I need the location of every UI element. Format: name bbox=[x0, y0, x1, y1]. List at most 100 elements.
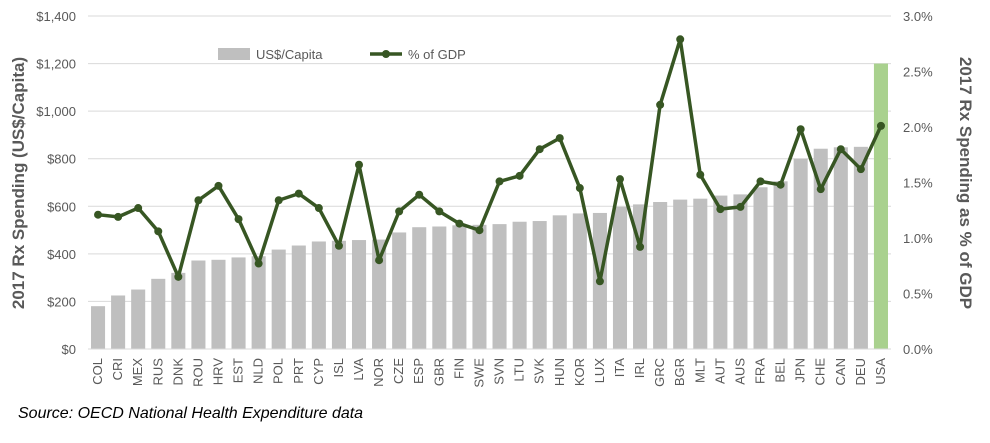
right-tick-label: 3.0% bbox=[903, 9, 933, 24]
bar-prt bbox=[291, 245, 306, 349]
gdp-point-nld bbox=[254, 259, 263, 268]
x-axis: COL CRI MEX RUS DNK ROU HRV EST NLD POL PRT CYP ISL L… bbox=[88, 348, 891, 388]
bar-lva bbox=[351, 240, 367, 349]
x-tick-label: CRI bbox=[110, 358, 125, 380]
gdp-point-fra bbox=[756, 177, 765, 186]
x-tick-label: CAN bbox=[833, 358, 848, 385]
bar-fin bbox=[452, 225, 467, 349]
bar-isl bbox=[331, 240, 346, 349]
right-axis: 0.0% 0.5% 1.0% 1.5% 2.0% 2.5% 3.0% bbox=[903, 9, 933, 357]
left-axis-title: 2017 Rx Spending (US$/Capita) bbox=[9, 57, 28, 309]
bar-svn bbox=[492, 224, 507, 349]
x-tick-label: NOR bbox=[371, 358, 386, 387]
right-tick-label: 0.5% bbox=[903, 287, 933, 302]
gdp-point-fin bbox=[455, 219, 464, 228]
gdp-point-kor bbox=[575, 184, 584, 193]
x-tick-label: FRA bbox=[753, 358, 768, 384]
gdp-point-aut bbox=[716, 205, 725, 214]
gdp-point-bel bbox=[776, 180, 785, 189]
legend: US$/Capita % of GDP bbox=[218, 47, 466, 62]
bar-col bbox=[91, 306, 106, 349]
gdp-point-ltu bbox=[515, 171, 524, 180]
x-tick-label: ROU bbox=[190, 358, 205, 387]
x-tick-label: BGR bbox=[672, 358, 687, 386]
x-tick-label: USA bbox=[873, 358, 888, 385]
left-tick-label: $800 bbox=[47, 152, 76, 167]
bar-jpn bbox=[793, 158, 808, 349]
x-tick-label: MEX bbox=[130, 358, 145, 387]
gdp-point-dnk bbox=[174, 272, 183, 281]
bar-gbr bbox=[432, 226, 447, 349]
x-tick-label: ITA bbox=[612, 358, 627, 378]
bar-bel bbox=[773, 181, 788, 349]
bar-can bbox=[833, 147, 848, 349]
x-tick-label: NLD bbox=[251, 358, 266, 384]
bar-pol bbox=[271, 249, 286, 349]
bar-dnk bbox=[171, 272, 186, 349]
x-tick-label: FIN bbox=[451, 358, 466, 379]
right-tick-label: 1.5% bbox=[903, 176, 933, 191]
bar-cze bbox=[392, 232, 407, 349]
x-tick-label: DNK bbox=[170, 358, 185, 386]
legend-bar-swatch bbox=[218, 48, 250, 60]
bar-aus bbox=[733, 194, 748, 349]
gdp-point-lux bbox=[595, 277, 604, 286]
chart-svg: $0 $200 $400 $600 $800 $1,000 $1,200 $1,400 0.0… bbox=[9, 9, 975, 388]
x-tick-label: POL bbox=[271, 358, 286, 384]
gdp-point-bgr bbox=[676, 35, 685, 44]
bar-esp bbox=[412, 227, 427, 349]
gdp-line bbox=[97, 37, 883, 284]
gdp-point-cze bbox=[395, 207, 404, 216]
bar-rus bbox=[151, 278, 166, 349]
gdp-point-jpn bbox=[796, 125, 805, 134]
bar-svk bbox=[532, 221, 547, 349]
gdp-point-mex bbox=[134, 204, 143, 213]
left-tick-label: $1,200 bbox=[36, 57, 76, 72]
gdp-point-isl bbox=[334, 241, 343, 250]
x-tick-label: EST bbox=[231, 358, 246, 383]
bar-grc bbox=[653, 202, 668, 349]
x-tick-label: CHE bbox=[813, 358, 828, 386]
gdp-point-che bbox=[816, 185, 825, 194]
left-tick-label: $1,400 bbox=[36, 9, 76, 24]
bar-bgr bbox=[673, 199, 688, 349]
bar-che bbox=[813, 148, 828, 349]
bar-mlt bbox=[693, 198, 708, 349]
right-tick-label: 2.0% bbox=[903, 120, 933, 135]
bar-usa bbox=[873, 63, 888, 349]
bar-kor bbox=[572, 213, 587, 349]
x-tick-label: AUT bbox=[712, 358, 727, 384]
gdp-point-hrv bbox=[214, 181, 223, 190]
left-tick-label: $600 bbox=[47, 199, 76, 214]
bar-est bbox=[231, 257, 246, 349]
x-tick-label: GRC bbox=[652, 358, 667, 387]
x-tick-label: LTU bbox=[512, 358, 527, 382]
x-tick-label: ESP bbox=[411, 358, 426, 384]
line-series bbox=[94, 35, 885, 286]
x-tick-label: IRL bbox=[632, 358, 647, 378]
x-tick-label: ISL bbox=[331, 358, 346, 378]
gdp-point-lva bbox=[355, 160, 364, 169]
bar-ltu bbox=[512, 221, 527, 349]
x-tick-label: HUN bbox=[552, 358, 567, 386]
gdp-point-gbr bbox=[435, 207, 444, 216]
gdp-point-col bbox=[94, 210, 103, 219]
x-tick-label: CZE bbox=[391, 358, 406, 384]
bar-mex bbox=[131, 289, 146, 349]
left-tick-label: $0 bbox=[62, 342, 76, 357]
left-tick-label: $200 bbox=[47, 294, 76, 309]
bar-nld bbox=[251, 256, 266, 349]
x-tick-label: DEU bbox=[853, 358, 868, 385]
x-tick-label: LUX bbox=[592, 358, 607, 384]
bar-ita bbox=[612, 206, 628, 349]
bar-cri bbox=[111, 295, 126, 349]
legend-line-marker bbox=[382, 50, 390, 58]
bar-hrv bbox=[211, 259, 226, 349]
x-tick-label: HRV bbox=[210, 358, 225, 386]
left-axis: $0 $200 $400 $600 $800 $1,000 $1,200 $1,400 bbox=[36, 9, 76, 357]
bar-cyp bbox=[311, 241, 326, 349]
gdp-point-ita bbox=[615, 175, 624, 184]
gdp-point-esp bbox=[415, 190, 424, 199]
gdp-point-hun bbox=[555, 134, 564, 143]
